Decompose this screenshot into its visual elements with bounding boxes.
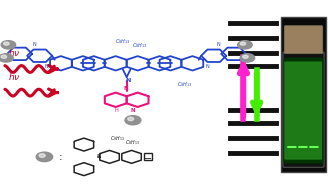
- Circle shape: [4, 42, 9, 45]
- Text: $C_8H_{13}$: $C_8H_{13}$: [115, 37, 131, 46]
- Text: N: N: [44, 64, 48, 69]
- Text: N: N: [206, 64, 209, 69]
- Text: N: N: [96, 154, 101, 159]
- Circle shape: [238, 41, 252, 49]
- Text: N: N: [217, 42, 220, 47]
- Text: $C_8H_{13}$: $C_8H_{13}$: [177, 80, 193, 89]
- Text: $h\nu$: $h\nu$: [8, 47, 21, 58]
- Circle shape: [36, 152, 53, 162]
- Text: $h\nu$: $h\nu$: [8, 71, 21, 82]
- Text: N: N: [131, 108, 135, 113]
- Circle shape: [240, 42, 246, 45]
- Circle shape: [0, 54, 13, 62]
- Circle shape: [39, 154, 45, 157]
- Text: $\mathregular{-}$: $\mathregular{-}$: [143, 152, 153, 162]
- Text: N: N: [126, 78, 131, 83]
- Bar: [281, 17, 326, 172]
- Text: :: :: [59, 152, 62, 162]
- Text: N: N: [33, 42, 37, 47]
- Text: $C_8H_{13}$: $C_8H_{13}$: [110, 134, 125, 143]
- Circle shape: [125, 116, 141, 125]
- Circle shape: [128, 117, 134, 121]
- Text: $C_8H_{13}$: $C_8H_{13}$: [125, 138, 139, 147]
- Text: H: H: [115, 108, 118, 113]
- Circle shape: [240, 54, 255, 62]
- FancyBboxPatch shape: [284, 61, 322, 160]
- Circle shape: [243, 55, 248, 58]
- FancyBboxPatch shape: [284, 26, 323, 54]
- Text: N: N: [123, 86, 128, 91]
- Circle shape: [1, 55, 7, 58]
- FancyBboxPatch shape: [284, 58, 323, 163]
- FancyBboxPatch shape: [283, 52, 324, 167]
- Bar: [144, 153, 152, 160]
- Text: $C_8H_{13}$: $C_8H_{13}$: [132, 41, 148, 50]
- Circle shape: [1, 41, 16, 49]
